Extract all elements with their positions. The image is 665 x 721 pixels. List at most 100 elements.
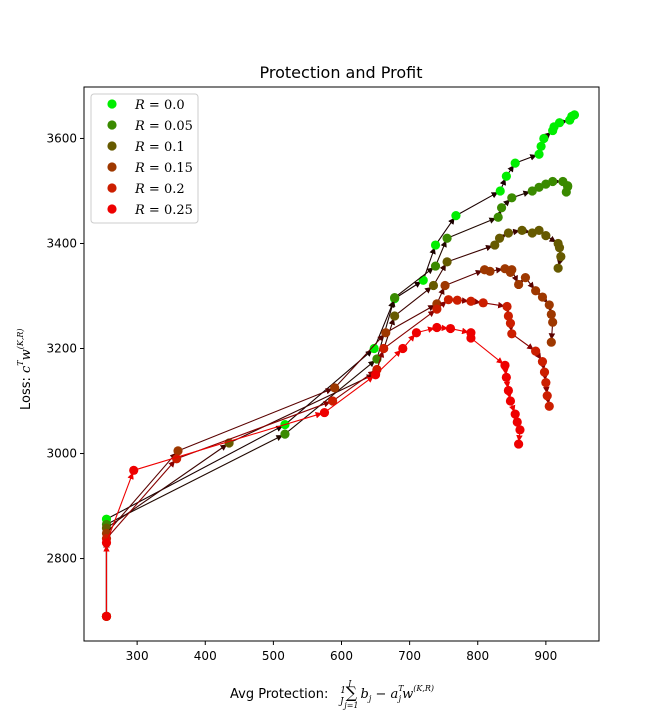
data-point	[556, 252, 566, 262]
data-point	[495, 186, 505, 196]
data-point	[531, 286, 541, 296]
trajectory-arrow	[446, 217, 497, 239]
data-point	[503, 228, 513, 238]
trajectory-arrow	[334, 334, 385, 389]
x-tick-label: 900	[534, 649, 557, 663]
trajectory-arrow	[106, 444, 228, 529]
data-point	[514, 439, 524, 449]
legend-label: R = 0.15	[134, 161, 193, 176]
data-point	[554, 243, 565, 253]
trajectory-arrow	[444, 269, 483, 287]
data-point	[500, 360, 510, 370]
trajectory-arrow	[177, 388, 333, 452]
data-point	[442, 257, 452, 267]
x-tick-label: 700	[398, 649, 421, 663]
data-point	[539, 367, 550, 377]
data-point	[546, 337, 556, 347]
x-axis-label-math: 1 J ∑J j=1bj − aT jw(K,R)	[338, 679, 434, 710]
data-point	[507, 193, 517, 203]
data-point	[537, 292, 548, 302]
data-point	[548, 317, 558, 327]
data-point	[541, 231, 551, 241]
legend-label: R = 0.2	[134, 182, 185, 197]
trajectory-arrow	[105, 472, 134, 543]
data-point	[411, 328, 422, 338]
trajectory-arrow	[394, 286, 432, 317]
data-point	[515, 425, 525, 435]
data-point	[430, 240, 441, 250]
data-point	[478, 298, 488, 308]
y-tick-label: 3400	[46, 236, 77, 250]
data-point	[494, 233, 505, 243]
legend-label: R = 0.05	[134, 119, 193, 134]
x-axis-label-text: Avg Protection:	[230, 687, 328, 702]
data-point	[505, 318, 516, 328]
x-tick-label: 400	[194, 649, 217, 663]
legend-label: R = 0.0	[134, 98, 185, 113]
data-point	[330, 383, 340, 393]
data-point	[101, 611, 112, 621]
data-point	[381, 328, 391, 338]
x-axis-label: Avg Protection: 1 J ∑J j=1bj − aT jw(K,R)	[230, 679, 434, 710]
data-point	[544, 401, 554, 411]
chart-title: Protection and Profit	[260, 63, 423, 82]
data-point	[542, 391, 552, 401]
y-tick-label: 3200	[46, 342, 77, 356]
trajectory-arrow	[385, 304, 435, 334]
legend-label: R = 0.1	[134, 140, 185, 155]
data-point	[510, 409, 520, 419]
data-point	[507, 265, 517, 275]
data-point	[544, 300, 554, 310]
trajectory-arrow	[228, 374, 374, 444]
data-point	[173, 446, 183, 456]
trajectory-arrow	[133, 412, 323, 471]
x-tick-label: 600	[330, 649, 353, 663]
y-axis-label-text: Loss:	[19, 377, 34, 410]
data-point	[379, 343, 389, 354]
legend-marker	[107, 183, 117, 193]
y-axis-label: Loss: cTw(K,R)	[16, 328, 34, 410]
data-point	[328, 396, 338, 406]
data-point	[514, 279, 524, 290]
data-point	[466, 296, 476, 306]
data-point	[451, 211, 461, 221]
data-point	[280, 429, 290, 439]
trajectory-arrow	[470, 337, 504, 364]
data-point	[569, 110, 580, 120]
data-point	[129, 465, 139, 475]
data-point	[443, 295, 454, 305]
trajectory-arrow	[422, 247, 436, 281]
trajectory-arrow	[106, 425, 283, 520]
y-axis-label-math: cTw(K,R)	[16, 328, 34, 373]
y-tick-label: 3600	[46, 131, 77, 145]
x-tick-label: 300	[126, 649, 149, 663]
trajectory-arrow	[324, 376, 374, 414]
trajectory-arrow	[455, 191, 499, 217]
trajectory-arrow	[394, 267, 434, 299]
data-point	[541, 378, 551, 388]
data-point	[563, 182, 573, 192]
data-point	[319, 407, 330, 418]
data-point	[531, 346, 541, 356]
data-point	[390, 311, 400, 321]
data-point	[553, 263, 563, 273]
series-r-0-25	[101, 322, 525, 621]
data-point	[503, 311, 513, 321]
x-axis-ticks: 300 400 500 600 700 800 900	[126, 641, 557, 663]
trajectory-arrow	[106, 434, 283, 525]
data-point	[534, 149, 544, 159]
data-point	[390, 292, 400, 303]
data-point	[520, 273, 531, 283]
data-point	[493, 212, 503, 222]
trajectory-arrow	[375, 350, 402, 376]
data-point	[101, 538, 112, 548]
trajectory-arrow	[106, 460, 176, 539]
data-point	[512, 417, 522, 427]
data-point	[536, 141, 546, 151]
data-point	[507, 329, 517, 339]
data-point	[490, 240, 500, 250]
series-layer	[101, 110, 580, 621]
data-point	[432, 304, 442, 314]
data-point	[418, 275, 428, 285]
